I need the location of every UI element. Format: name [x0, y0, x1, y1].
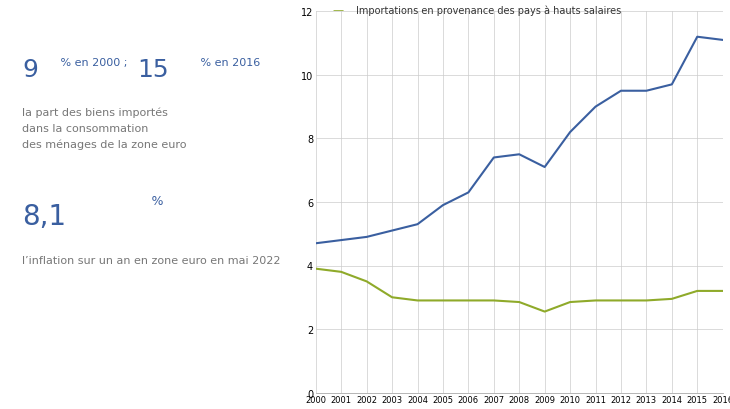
Text: %: % — [149, 195, 164, 208]
Text: l’inflation sur un an en zone euro en mai 2022: l’inflation sur un an en zone euro en ma… — [23, 256, 281, 266]
Text: la part des biens importés
dans la consommation
des ménages de la zone euro: la part des biens importés dans la conso… — [23, 107, 187, 150]
Text: 9: 9 — [23, 58, 38, 82]
Text: —: — — [332, 4, 343, 15]
Text: Importations en provenance des pays à hauts salaires: Importations en provenance des pays à ha… — [356, 5, 622, 16]
Text: % en 2016: % en 2016 — [197, 58, 261, 68]
Text: 8,1: 8,1 — [23, 202, 66, 230]
Text: % en 2000 ;: % en 2000 ; — [57, 58, 131, 68]
Text: 15: 15 — [137, 58, 169, 82]
